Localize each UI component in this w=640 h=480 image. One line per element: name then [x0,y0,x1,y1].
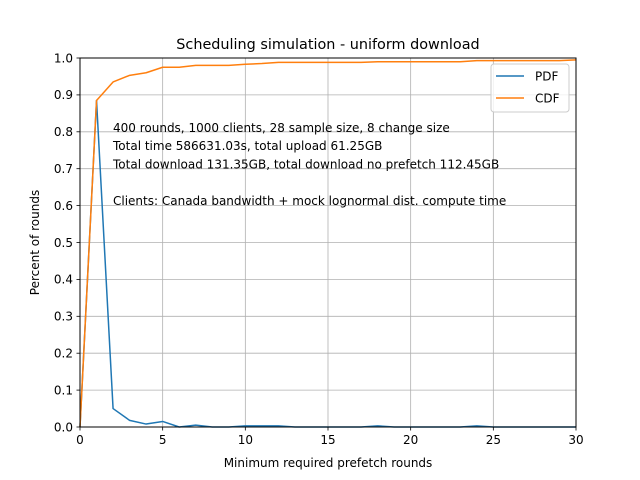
y-tick-label: 0.2 [54,347,73,361]
annotation-line: Total time 586631.03s, total upload 61.2… [112,139,382,153]
legend-label: PDF [535,69,558,83]
annotation-line: Total download 131.35GB, total download … [112,157,499,171]
y-tick-label: 0.9 [54,88,73,102]
x-tick-label: 5 [159,433,167,447]
x-tick-label: 20 [403,433,418,447]
legend-label: CDF [535,91,560,105]
y-tick-label: 1.0 [54,51,73,65]
annotation-block: 400 rounds, 1000 clients, 28 sample size… [112,121,506,208]
x-tick-label: 0 [76,433,84,447]
y-tick-label: 0.3 [54,310,73,324]
x-tick-label: 10 [238,433,253,447]
y-axis-label: Percent of rounds [28,190,42,295]
grid [79,57,577,428]
x-tick-label: 25 [486,433,501,447]
y-tick-label: 0.0 [54,420,73,434]
legend: PDF CDF [490,63,570,113]
y-tick-label: 0.7 [54,162,73,176]
chart-title: Scheduling simulation - uniform download [176,37,479,53]
annotation-line: 400 rounds, 1000 clients, 28 sample size… [113,121,450,135]
x-tick-label: 15 [320,433,335,447]
y-tick-label: 0.1 [54,383,73,397]
series-line-cdf [79,59,577,428]
axis-ticks: 0 5 10 15 20 25 30 0.0 0.1 0.2 0.3 0.4 0.5 0.6 0.7 0.8 0… [54,51,584,447]
x-axis-label: Minimum required prefetch rounds [224,456,433,470]
y-tick-label: 0.6 [54,199,73,213]
y-tick-label: 0.8 [54,125,73,139]
annotation-line: Clients: Canada bandwidth + mock lognorm… [113,194,506,208]
y-tick-label: 0.4 [54,273,73,287]
y-tick-label: 0.5 [54,236,73,250]
x-tick-label: 30 [568,433,583,447]
